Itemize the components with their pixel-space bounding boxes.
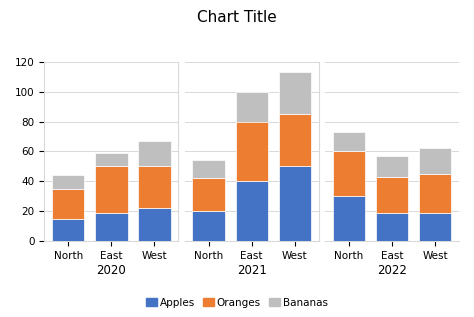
Bar bbox=[192, 160, 225, 178]
Legend: Apples, Oranges, Bananas: Apples, Oranges, Bananas bbox=[142, 294, 332, 312]
Bar bbox=[192, 178, 225, 211]
Bar bbox=[419, 174, 451, 213]
X-axis label: 2020: 2020 bbox=[96, 264, 126, 277]
Bar bbox=[376, 156, 408, 177]
Bar bbox=[419, 148, 451, 174]
Bar bbox=[95, 166, 128, 213]
Bar bbox=[138, 208, 171, 241]
Bar bbox=[236, 121, 268, 181]
Bar bbox=[333, 152, 365, 196]
Bar bbox=[52, 175, 84, 189]
Bar bbox=[419, 213, 451, 241]
Bar bbox=[192, 211, 225, 241]
Bar bbox=[279, 72, 311, 114]
Bar bbox=[333, 196, 365, 241]
Bar bbox=[138, 141, 171, 166]
Bar bbox=[236, 92, 268, 121]
Bar bbox=[333, 132, 365, 152]
Bar bbox=[52, 219, 84, 241]
Bar bbox=[138, 166, 171, 208]
Bar bbox=[376, 177, 408, 213]
Bar bbox=[279, 166, 311, 241]
Bar bbox=[376, 213, 408, 241]
Text: Chart Title: Chart Title bbox=[197, 10, 277, 24]
Bar bbox=[236, 181, 268, 241]
Bar bbox=[279, 114, 311, 166]
X-axis label: 2021: 2021 bbox=[237, 264, 267, 277]
X-axis label: 2022: 2022 bbox=[377, 264, 407, 277]
Bar bbox=[95, 213, 128, 241]
Bar bbox=[52, 189, 84, 219]
Bar bbox=[95, 153, 128, 166]
